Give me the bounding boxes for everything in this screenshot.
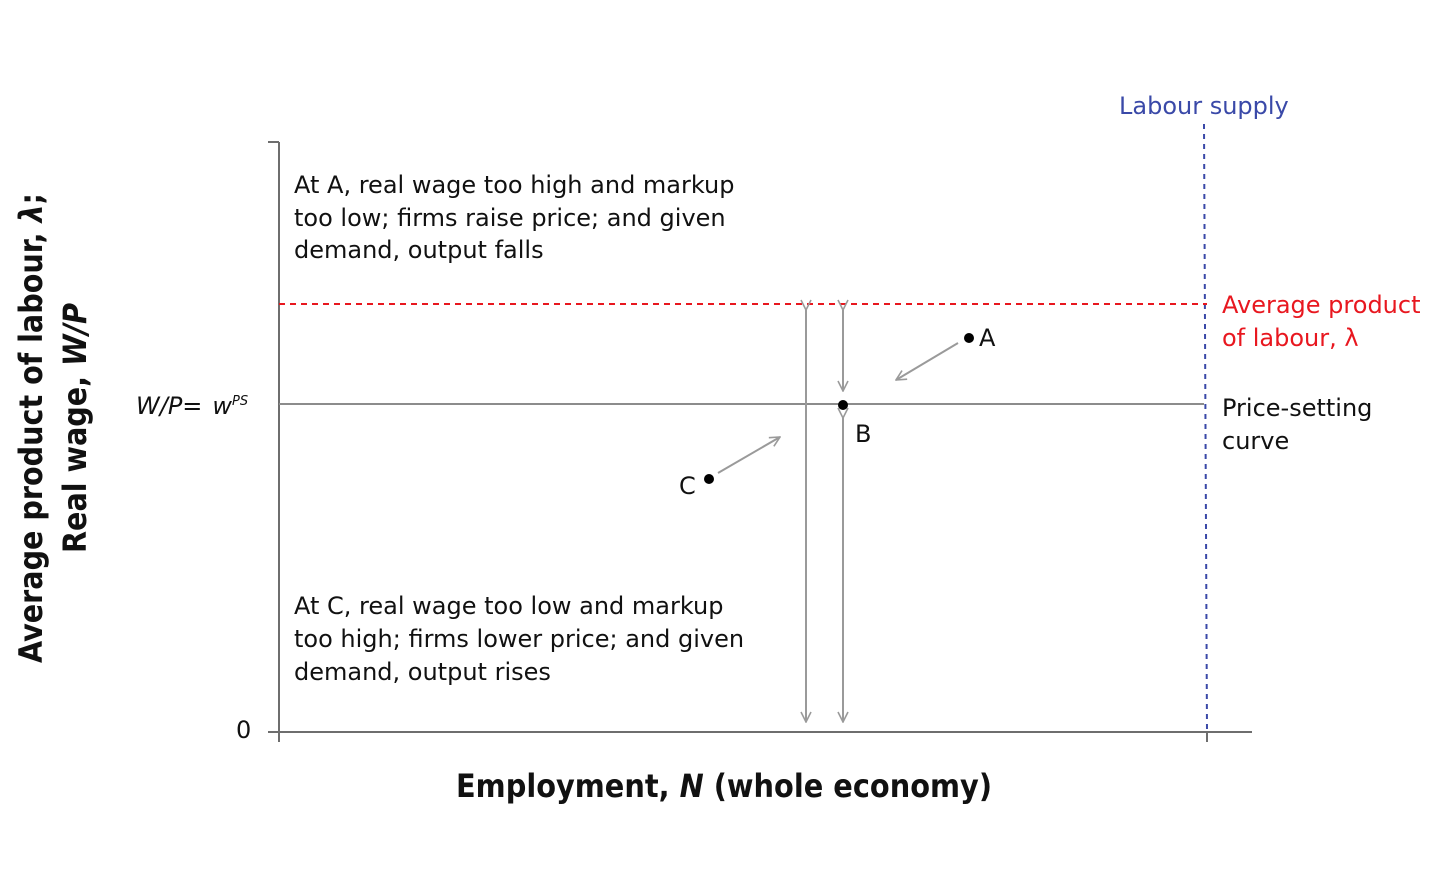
annotation-bottom-line2: too high; firms lower price; and given: [294, 625, 744, 653]
y-axis-title-line1-symbol: λ: [12, 204, 50, 224]
x-axis-title-suffix: (whole economy): [704, 767, 992, 805]
point-a-label: A: [979, 324, 996, 352]
price-setting-label-line1: Price-setting: [1222, 394, 1372, 422]
annotation-bottom-line3: demand, output rises: [294, 658, 551, 686]
adjustment-arrow-from-a: [896, 342, 959, 380]
annotation-top-line1: At A, real wage too high and markup: [294, 171, 734, 199]
x-axis-title-symbol: N: [680, 767, 704, 805]
annotation-top-line3: demand, output falls: [294, 236, 544, 264]
y-axis-title-line2-symbol: W/P: [56, 303, 94, 366]
x-axis-title: Employment, N (whole economy): [456, 767, 992, 805]
x-axis-title-prefix: Employment,: [456, 767, 680, 805]
point-b-label: B: [855, 420, 871, 448]
point-a: [964, 333, 974, 343]
y-axis-title-line1: Average product of labour, λ;: [12, 193, 50, 663]
wps-label-wp: W/P: [136, 392, 183, 420]
point-c-label: C: [679, 472, 696, 500]
wps-label-sup: PS: [232, 394, 248, 409]
adjustment-arrow-from-c: [717, 437, 780, 474]
labour-supply-line: [1203, 123, 1208, 733]
wps-label: W/P= wPS: [136, 392, 248, 420]
wps-label-eq: =: [182, 392, 202, 420]
average-product-label-line2: of labour, λ: [1222, 324, 1359, 352]
y-axis-title-line1-prefix: Average product of labour,: [12, 223, 50, 663]
average-product-label-line1: Average product: [1222, 291, 1421, 319]
y-axis-title-line1-suffix: ;: [12, 193, 50, 204]
labour-supply-label: Labour supply: [1119, 92, 1289, 120]
point-c: [704, 474, 714, 484]
annotation-top-line2: too low; firms raise price; and given: [294, 204, 726, 232]
y-axis-title-line2: Real wage, W/P: [56, 303, 94, 553]
wps-label-w: w: [212, 392, 232, 420]
point-b: [838, 400, 848, 410]
annotation-bottom-line1: At C, real wage too low and markup: [294, 592, 723, 620]
origin-label: 0: [236, 716, 251, 744]
price-setting-label-line2: curve: [1222, 427, 1289, 455]
y-axis-title-line2-prefix: Real wage,: [56, 366, 94, 553]
